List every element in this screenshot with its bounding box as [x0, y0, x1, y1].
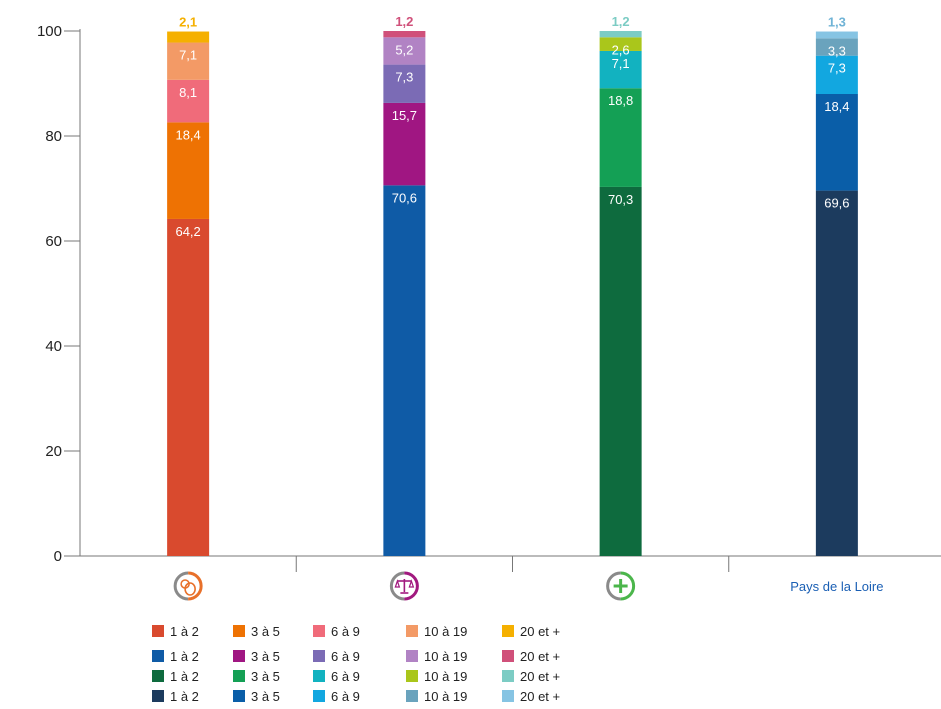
legend-label: 10 à 19: [424, 649, 467, 664]
y-tick-label: 40: [45, 338, 62, 355]
legend-swatch: [313, 690, 325, 702]
category-label: Pays de la Loire: [790, 579, 883, 594]
bar-segment-2-2: [383, 102, 426, 186]
legend-swatch: [152, 650, 164, 662]
legend-swatch: [406, 670, 418, 682]
legend-swatch: [313, 670, 325, 682]
legend-label: 6 à 9: [331, 624, 360, 639]
data-label: 18,4: [175, 127, 200, 142]
legend-label: 3 à 5: [251, 689, 280, 704]
data-label-top: 2,1: [179, 15, 197, 30]
legend-swatch: [313, 650, 325, 662]
legend-label: 20 et +: [520, 649, 560, 664]
data-label: 70,3: [608, 192, 633, 207]
bar-segment-2-4: [383, 37, 426, 65]
y-tick-label: 20: [45, 443, 62, 460]
data-label: 18,8: [608, 93, 633, 108]
category-axis: Pays de la Loire: [173, 571, 883, 601]
bar-segment-2-1: [383, 185, 426, 556]
y-tick-label: 0: [54, 548, 62, 565]
data-label: 15,7: [392, 108, 417, 123]
y-tick-label: 60: [45, 233, 62, 250]
bar-segment-3-4: [599, 37, 642, 51]
legend-label: 20 et +: [520, 669, 560, 684]
bars: 64,2 18,4 8,1 7,1 2,1 70,6 15,7 7,3 5,2 1,2 70,3 18…: [167, 14, 858, 557]
axes: 0 20 40 60 80 100: [37, 23, 941, 572]
data-label: 5,2: [395, 42, 413, 57]
bar-segment-3-3: [599, 50, 642, 89]
bar-segment-1-4: [167, 42, 210, 80]
legend-label: 6 à 9: [331, 669, 360, 684]
data-label: 69,6: [824, 196, 849, 211]
y-tick-label: 80: [45, 128, 62, 145]
bar-segment-1-3: [167, 79, 210, 123]
data-label-top: 1,2: [395, 14, 413, 29]
data-label: 64,2: [175, 224, 200, 239]
legend-swatch: [233, 625, 245, 637]
legend-swatch: [313, 625, 325, 637]
data-label: 8,1: [179, 85, 197, 100]
legend-swatch: [152, 690, 164, 702]
legend-label: 3 à 5: [251, 624, 280, 639]
legend-swatch: [502, 690, 514, 702]
legend-label: 6 à 9: [331, 689, 360, 704]
legend-swatch: [406, 650, 418, 662]
data-label: 7,3: [828, 61, 846, 76]
bar-segment-3-1: [599, 186, 642, 557]
bar-segment-4-5: [815, 31, 858, 39]
legend-swatch: [233, 670, 245, 682]
bar-segment-3-2: [599, 88, 642, 187]
legend-swatch: [152, 670, 164, 682]
data-label: 7,3: [395, 70, 413, 85]
health-plus-icon: [606, 571, 636, 601]
bar-segment-4-2: [815, 94, 858, 191]
legend-swatch: [406, 690, 418, 702]
legend-swatch: [406, 625, 418, 637]
legend-label: 1 à 2: [170, 624, 199, 639]
legend-label: 3 à 5: [251, 669, 280, 684]
data-label: 70,6: [392, 190, 417, 205]
data-label: 2,6: [612, 42, 630, 57]
legend-swatch: [152, 625, 164, 637]
data-label: 18,4: [824, 99, 849, 114]
bar-segment-2-5: [383, 31, 426, 38]
legend-label: 3 à 5: [251, 649, 280, 664]
legend-label: 10 à 19: [424, 624, 467, 639]
bar-segment-1-5: [167, 31, 210, 43]
legend-swatch: [502, 625, 514, 637]
bar-segment-4-1: [815, 190, 858, 556]
legend-label: 20 et +: [520, 624, 560, 639]
legend-label: 1 à 2: [170, 649, 199, 664]
bar-segment-1-2: [167, 122, 210, 219]
data-label: 3,3: [828, 43, 846, 58]
legend-swatch: [233, 690, 245, 702]
legend-label: 1 à 2: [170, 689, 199, 704]
y-tick-label: 100: [37, 23, 62, 40]
legend-label: 10 à 19: [424, 669, 467, 684]
legend-swatch: [233, 650, 245, 662]
bar-segment-4-3: [815, 55, 858, 94]
legend-label: 6 à 9: [331, 649, 360, 664]
bar-segment-2-3: [383, 64, 426, 103]
legend-label: 1 à 2: [170, 669, 199, 684]
bar-segment-4-4: [815, 38, 858, 56]
legend-swatch: [502, 670, 514, 682]
bar-segment-3-5: [599, 31, 642, 38]
bar-segment-1-1: [167, 218, 210, 556]
data-label-top: 1,3: [828, 15, 846, 30]
data-label: 7,1: [179, 48, 197, 63]
data-label: 7,1: [612, 56, 630, 71]
legend-label: 10 à 19: [424, 689, 467, 704]
data-label-top: 1,2: [612, 14, 630, 29]
legend-label: 20 et +: [520, 689, 560, 704]
legend: 1 à 2 3 à 5 6 à 9 10 à 19 20 et + 1 à 2 3 à 5 6…: [152, 624, 560, 704]
commerce-icon: [173, 571, 203, 601]
justice-scale-icon: [389, 571, 419, 601]
legend-swatch: [502, 650, 514, 662]
